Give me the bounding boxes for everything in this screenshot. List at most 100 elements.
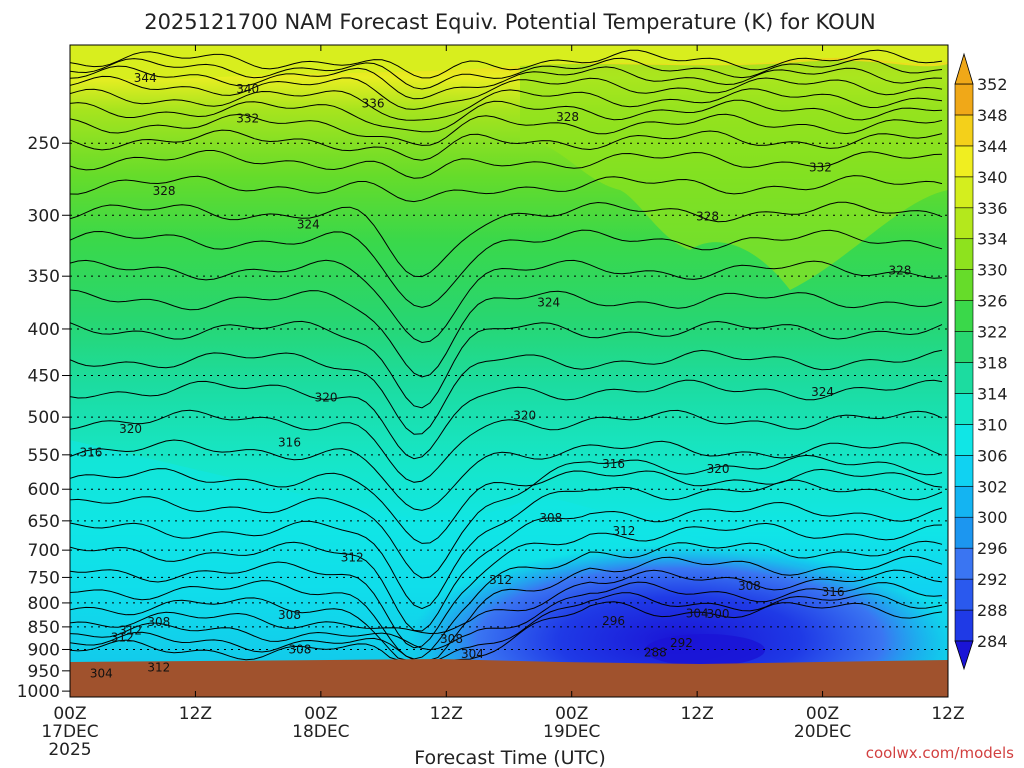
contour-line [70, 259, 943, 344]
contour-line [70, 379, 943, 460]
x-tick-label: 12Z [430, 704, 463, 724]
x-tick-label: 00Z [53, 704, 86, 724]
x-tick-label: 12Z [179, 704, 212, 724]
colorbar-label: 296 [977, 539, 1008, 558]
colorbar-label: 330 [977, 261, 1008, 280]
contour-line [70, 569, 943, 635]
colorbar-label: 318 [977, 354, 1008, 373]
x-tick-label: 12Z [931, 704, 964, 724]
colorbar-min-arrow [954, 640, 974, 671]
y-tick-label: 500 [28, 408, 60, 428]
contour-label: 328 [556, 110, 579, 124]
contour-label: 312 [341, 550, 364, 564]
contour-label: 308 [440, 632, 463, 646]
contour-line [70, 409, 943, 483]
x-tick-date: 20DEC [794, 722, 851, 742]
x-axis-label: Forecast Time (UTC) [414, 747, 605, 768]
y-tick-label: 650 [28, 512, 60, 532]
contour-label: 332 [236, 112, 259, 126]
y-tick-label: 250 [28, 134, 60, 154]
contour-line [70, 479, 943, 610]
y-tick-label: 950 [28, 662, 60, 682]
contour-label: 312 [147, 661, 170, 675]
contour-label: 304 [461, 647, 484, 661]
contour-line [70, 289, 943, 378]
colorbar-swatch [954, 609, 974, 642]
contour-line [70, 601, 943, 661]
contour-line [70, 88, 943, 121]
y-tick-label: 900 [28, 640, 60, 660]
colorbar-swatch [954, 424, 974, 456]
x-tick-label: 00Z [555, 704, 588, 724]
upper-yellow-band [70, 45, 948, 80]
colorbar-swatch [954, 145, 974, 178]
contour-line [70, 454, 943, 579]
cold-core-inner [645, 634, 765, 666]
y-tick-label: 700 [28, 541, 60, 561]
contour-label: 316 [278, 435, 301, 449]
contour-label: 320 [315, 391, 338, 405]
contour-line [70, 468, 943, 544]
contour-line [70, 113, 943, 146]
colorbar-swatch [954, 393, 974, 425]
contour-label: 344 [134, 71, 157, 85]
colorbar-max-arrow [954, 52, 974, 85]
contour-line [70, 57, 943, 90]
y-tick-label: 300 [28, 206, 60, 226]
contour-label: 308 [288, 642, 311, 656]
colorbar-swatch [954, 455, 974, 487]
contour-label: 316 [822, 585, 845, 599]
colorbar-label: 300 [977, 508, 1008, 527]
colorbar-label: 306 [977, 446, 1008, 465]
contour-label: 312 [613, 524, 636, 538]
x-tick-date: 17DEC [41, 722, 98, 742]
contour-labels: 344 340 336 332 328 328 324 332 328 328 324 320 320 3… [79, 71, 911, 680]
colorbar-label: 284 [977, 632, 1008, 651]
y-tick-label: 600 [28, 480, 60, 500]
colorbar-swatch [954, 238, 974, 270]
contour-line [70, 592, 943, 661]
contour-label: 296 [602, 614, 625, 628]
colorbar-label: 348 [977, 106, 1008, 125]
y-tick-label: 400 [28, 320, 60, 340]
contour-label: 304 [90, 666, 113, 680]
colorbar-swatch [954, 207, 974, 240]
contour-line [70, 201, 943, 278]
y-tick-label: 800 [28, 594, 60, 614]
x-tick-year: 2025 [48, 740, 91, 760]
contour-label: 308 [278, 608, 301, 622]
cold-core [410, 545, 948, 697]
y-tick-label: 750 [28, 568, 60, 588]
contour-line [70, 129, 943, 161]
contour-line [70, 229, 943, 308]
colorbar-swatch [954, 300, 974, 332]
contour-label: 324 [811, 385, 834, 399]
colorbar-label: 352 [977, 75, 1008, 94]
x-tick-label: 00Z [304, 704, 337, 724]
contour-line [70, 99, 943, 133]
x-tick-label: 00Z [806, 704, 839, 724]
colorbar-label: 288 [977, 601, 1008, 620]
colorbar-swatch [954, 362, 974, 394]
contour-label: 336 [362, 96, 385, 110]
x-tick-label: 12Z [681, 704, 714, 724]
colorbar-label: 314 [977, 384, 1008, 403]
colorbar: 284 288 292 296 300 302 306 310 314 318 322 326 330 3… [954, 52, 1008, 671]
contour-line [70, 175, 943, 203]
contour-line [70, 320, 943, 409]
contour-label: 316 [602, 457, 625, 471]
contour-label: 308 [539, 511, 562, 525]
colorbar-label: 340 [977, 168, 1008, 187]
contour-label: 328 [888, 264, 911, 278]
colorbar-label: 302 [977, 477, 1008, 496]
contour-label: 308 [738, 579, 761, 593]
y-tick-label: 850 [28, 618, 60, 638]
colorbar-swatch [954, 331, 974, 363]
contour-line [70, 49, 943, 79]
colorbar-swatch [954, 578, 974, 611]
contour-label: 324 [537, 295, 560, 309]
contour-label: 300 [707, 607, 730, 621]
colorbar-swatch [954, 114, 974, 147]
